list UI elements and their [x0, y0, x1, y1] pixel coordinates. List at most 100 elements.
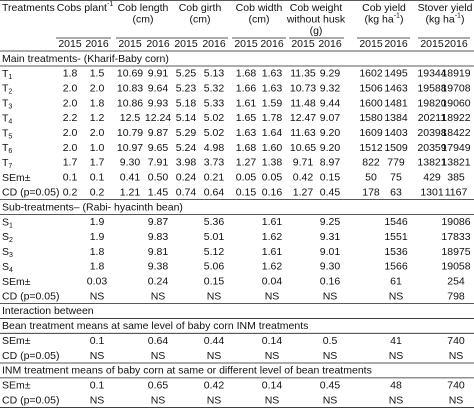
cell: NS — [323, 394, 338, 406]
header-text: ) — [400, 13, 404, 25]
year: 2015 — [118, 38, 142, 50]
row-label-text: S — [2, 216, 9, 228]
cell: 1.45 — [148, 186, 169, 198]
cell: 1167 — [445, 186, 468, 198]
row-label-text: SEm± — [2, 379, 31, 391]
cell: 20359 — [417, 142, 446, 154]
cell: 19086 — [441, 216, 470, 228]
cell: 0.14 — [262, 379, 283, 391]
cell: 0.16 — [262, 186, 283, 198]
header-cell: Cob girth — [179, 2, 222, 14]
cell: 1.78 — [262, 112, 283, 124]
row-label-sub: 1 — [9, 222, 13, 229]
cell: 0.05 — [262, 172, 283, 184]
cell: 0.42 — [204, 379, 225, 391]
cell: 12.5 — [120, 112, 141, 124]
cell: 2.0 — [63, 82, 78, 94]
cell: 1.38 — [262, 157, 283, 169]
cell: 0.05 — [236, 172, 257, 184]
cell: 1.64 — [262, 127, 283, 139]
cell: 0.1 — [90, 379, 105, 391]
cell: 5.14 — [176, 112, 197, 124]
cell: 798 — [447, 290, 465, 302]
cell: NS — [389, 394, 404, 406]
cell: NS — [151, 350, 166, 362]
cell: 1.62 — [262, 261, 283, 273]
header-text: ) — [461, 13, 465, 25]
cell: 2.2 — [63, 112, 78, 124]
header-cell: (kg ha-1) — [426, 12, 465, 25]
cell: 1301 — [420, 186, 444, 198]
cell: 11.63 — [290, 127, 316, 139]
cell: 1.63 — [262, 82, 283, 94]
cell: 1.63 — [236, 127, 257, 139]
cell: NS — [323, 290, 338, 302]
cell: 13821 — [417, 157, 446, 169]
cell: 1.0 — [90, 142, 105, 154]
header-sup: -1 — [394, 12, 400, 19]
cell: 5.02 — [204, 112, 225, 124]
cell: 9.38 — [148, 261, 169, 273]
cell: 1506 — [359, 82, 383, 94]
row-label-text: T — [2, 68, 9, 80]
row-label-text: SEm± — [2, 172, 31, 184]
cell: 0.15 — [320, 172, 341, 184]
header-cell: without husk — [286, 13, 346, 25]
cell: 20398 — [417, 127, 446, 139]
row-label-text: CD (p=0.05) — [2, 186, 59, 198]
row-label-sub: 2 — [9, 237, 13, 244]
header-text: without husk — [286, 13, 346, 25]
row-label-text: SEm± — [2, 335, 31, 347]
cell: 0.41 — [120, 172, 141, 184]
cell: 4.98 — [204, 142, 225, 154]
cell: NS — [389, 350, 404, 362]
header-text: Cob width — [236, 2, 283, 14]
cell: 10.79 — [117, 127, 143, 139]
cell: 9.20 — [320, 142, 341, 154]
cell: 740 — [447, 335, 465, 347]
row-label-text: S — [2, 231, 9, 243]
year: 2016 — [260, 38, 284, 50]
cell: 1580 — [359, 112, 383, 124]
cell: 10.69 — [117, 68, 143, 80]
cell: 19058 — [441, 261, 470, 273]
cell: 5.25 — [176, 68, 197, 80]
section-title: Interaction between — [2, 305, 94, 317]
section-title: Sub-treatments– (Rabi- hyacinth bean) — [2, 201, 183, 213]
cell: 0.42 — [293, 172, 314, 184]
header-cell: (cm) — [190, 13, 211, 25]
cell: 63 — [390, 186, 402, 198]
year: 2015 — [359, 38, 383, 50]
row-label: S3 — [2, 246, 13, 259]
cell: 12.24 — [145, 112, 171, 124]
cell: 5.18 — [176, 97, 197, 109]
header-cell: (cm) — [249, 13, 270, 25]
row-label: SEm± — [2, 335, 31, 347]
cell: 822 — [362, 157, 380, 169]
cell: 1.8 — [63, 68, 78, 80]
row-label-text: S — [2, 246, 9, 258]
row-label-text: SEm± — [2, 276, 31, 288]
cell: 1.27 — [236, 157, 257, 169]
cell: NS — [207, 290, 222, 302]
cell: 9.32 — [320, 82, 341, 94]
header-cell: (cm) — [133, 13, 154, 25]
cell: 1.9 — [90, 216, 105, 228]
cell: 1512 — [359, 142, 383, 154]
cell: 9.31 — [320, 231, 341, 243]
cell: 9.29 — [320, 68, 341, 80]
cell: 1609 — [359, 127, 383, 139]
row-label: CD (p=0.05) — [2, 290, 59, 302]
cell: 3.98 — [176, 157, 197, 169]
row-label-text: T — [2, 142, 9, 154]
year: 2016 — [384, 38, 408, 50]
cell: 5.13 — [204, 68, 225, 80]
cell: 1.66 — [236, 82, 257, 94]
cell: 11.48 — [290, 97, 316, 109]
row-label-sub: 3 — [9, 252, 13, 259]
cell: 75 — [390, 172, 402, 184]
cell: 9.07 — [320, 112, 341, 124]
cell: 9.87 — [148, 216, 169, 228]
cell: 0.15 — [236, 186, 257, 198]
